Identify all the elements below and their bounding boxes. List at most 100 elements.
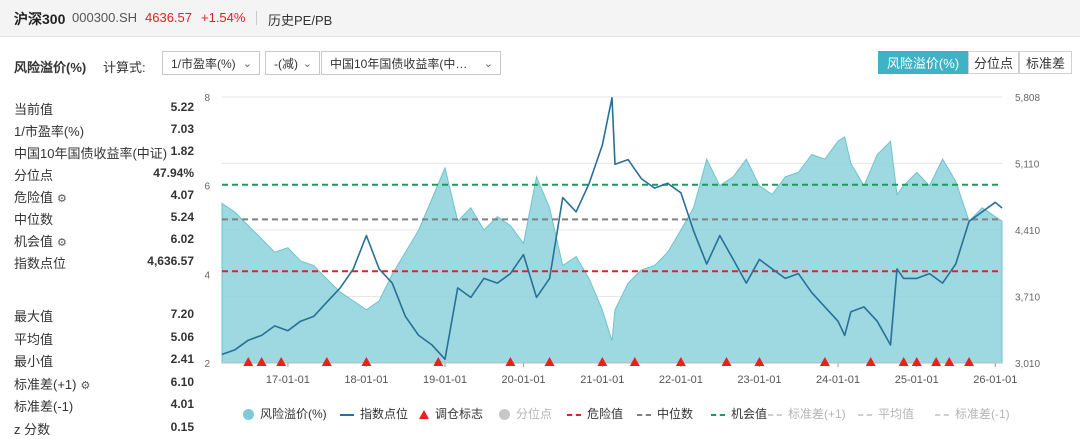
gear-icon[interactable]: ⚙ — [57, 237, 67, 249]
stat-label: 当前值 — [14, 99, 53, 118]
index-price: 4636.57 — [145, 10, 192, 25]
stat-value: 5.06 — [170, 329, 194, 344]
stat-label: 指数点位 — [14, 253, 66, 272]
stat-value: 6.02 — [170, 232, 194, 246]
bond-yield-select-value: 中国10年国债收益率(中… — [330, 57, 468, 71]
stat-label: 1/市盈率(%) — [14, 121, 84, 140]
legend-label: 平均值 — [878, 407, 915, 421]
x-axis-tick: 22-01-01 — [659, 374, 703, 386]
right-axis-tick: 4,410 — [1015, 226, 1040, 237]
stat-label: 标准差(+1) ⚙ — [14, 374, 90, 393]
stat-label: 平均值 — [14, 329, 53, 348]
gear-icon[interactable]: ⚙ — [57, 193, 67, 205]
legend-item[interactable]: 机会值 — [711, 405, 767, 421]
tab-std-dev[interactable]: 标准差 — [1019, 51, 1072, 74]
legend-label: 中位数 — [657, 407, 694, 421]
stat-label: 标准差(-1) — [14, 396, 73, 415]
stat-label-text: 机会值 — [14, 234, 54, 249]
stat-value: 7.20 — [170, 307, 194, 321]
legend-item[interactable]: 中位数 — [637, 405, 694, 421]
operator-select-value: -(减) — [274, 57, 298, 71]
legend-label: 标准差(-1) — [955, 407, 1010, 421]
left-axis-tick: 2 — [204, 359, 210, 370]
x-axis-tick: 26-01-01 — [973, 374, 1017, 386]
stat-label-text: 标准差(+1) — [14, 376, 77, 392]
stat-label-text: 平均值 — [14, 331, 54, 347]
legend-label: 标准差(+1) — [788, 407, 846, 421]
adjust-marker — [505, 357, 516, 366]
legend-item[interactable]: 危险值 — [567, 405, 623, 421]
legend-item[interactable]: 标准差(+1) — [768, 405, 846, 421]
stat-label: 分位点 — [14, 165, 53, 184]
adjust-marker — [944, 357, 955, 366]
tab-risk-premium[interactable]: 风险溢价(%) — [878, 51, 968, 74]
stat-value: 5.24 — [170, 210, 194, 224]
adjust-marker — [754, 357, 765, 366]
stat-value: 7.03 — [170, 122, 194, 136]
stat-label-text: 危险值 — [14, 190, 54, 205]
legend-label: 风险溢价(%) — [260, 407, 327, 421]
gear-icon[interactable]: ⚙ — [80, 379, 91, 392]
numerator-select-value: 1/市盈率(%) — [171, 57, 236, 71]
x-axis-tick: 23-01-01 — [737, 374, 781, 386]
legend-label: 分位点 — [516, 407, 553, 421]
stat-label: 最大值 — [14, 306, 53, 325]
legend-item[interactable]: 分位点 — [499, 405, 553, 421]
bond-yield-select[interactable]: 中国10年国债收益率(中… ⌄ — [321, 51, 501, 75]
section-title: 风险溢价(%) — [14, 60, 87, 75]
stat-label: 最小值 — [14, 351, 53, 370]
x-axis-tick: 18-01-01 — [344, 374, 388, 386]
stat-value: 4.01 — [170, 397, 194, 411]
top-bar: 沪深300 000300.SH 4636.57 +1.54% 历史PE/PB — [0, 0, 1080, 37]
x-axis-tick: 24-01-01 — [816, 374, 860, 386]
chevron-down-icon: ⌄ — [242, 58, 252, 70]
adjust-marker — [629, 357, 640, 366]
legend-item[interactable]: 标准差(-1) — [935, 405, 1010, 421]
history-pe-pb-link[interactable]: 历史PE/PB — [268, 13, 333, 28]
stat-value: 0.15 — [170, 419, 194, 434]
index-code: 000300.SH — [72, 10, 138, 25]
chevron-down-icon: ⌄ — [483, 58, 493, 70]
stat-label-text: z 分数 — [14, 421, 51, 437]
adjust-marker — [321, 357, 332, 366]
line-icon — [567, 413, 581, 416]
stat-label: 中位数 — [14, 209, 53, 228]
operator-select[interactable]: -(减) ⌄ — [265, 51, 320, 75]
stat-label-text: 分位点 — [14, 168, 54, 183]
stat-label-text: 中国10年国债收益率(中证) — [14, 146, 168, 161]
stat-label: 机会值 ⚙ — [14, 231, 67, 250]
line-icon — [637, 413, 651, 416]
left-axis-tick: 6 — [204, 182, 210, 193]
stat-label-text: 最大值 — [14, 309, 54, 324]
legend-item[interactable]: 调仓标志 — [419, 405, 483, 421]
adjust-marker — [931, 357, 942, 366]
stat-label-text: 1/市盈率(%) — [14, 124, 85, 139]
line-icon — [768, 413, 782, 416]
left-axis-tick: 8 — [204, 93, 210, 104]
line-icon — [711, 413, 725, 416]
risk-premium-area — [221, 136, 1003, 364]
legend-item[interactable]: 风险溢价(%) — [243, 405, 327, 421]
numerator-select[interactable]: 1/市盈率(%) ⌄ — [162, 51, 260, 75]
adjust-marker — [675, 357, 686, 366]
left-axis-tick: 4 — [204, 270, 210, 281]
formula-label: 计算式: — [103, 60, 146, 75]
right-axis-tick: 3,710 — [1015, 292, 1040, 303]
legend-item[interactable]: 指数点位 — [340, 405, 408, 421]
adjust-marker — [256, 357, 267, 366]
line-icon — [935, 413, 949, 416]
adjust-marker — [964, 357, 975, 366]
adjust-marker — [819, 357, 830, 366]
right-axis-tick: 5,808 — [1015, 93, 1040, 104]
tab-percentile[interactable]: 分位点 — [968, 51, 1019, 74]
legend-item[interactable]: 平均值 — [858, 405, 915, 421]
adjust-marker — [544, 357, 555, 366]
adjust-marker — [721, 357, 732, 366]
stat-value: 1.82 — [170, 144, 194, 158]
index-name: 沪深300 — [14, 11, 66, 27]
stat-value: 47.94% — [153, 166, 194, 180]
adjust-marker — [865, 357, 876, 366]
chevron-down-icon: ⌄ — [302, 58, 312, 70]
right-axis-tick: 3,010 — [1015, 359, 1040, 370]
